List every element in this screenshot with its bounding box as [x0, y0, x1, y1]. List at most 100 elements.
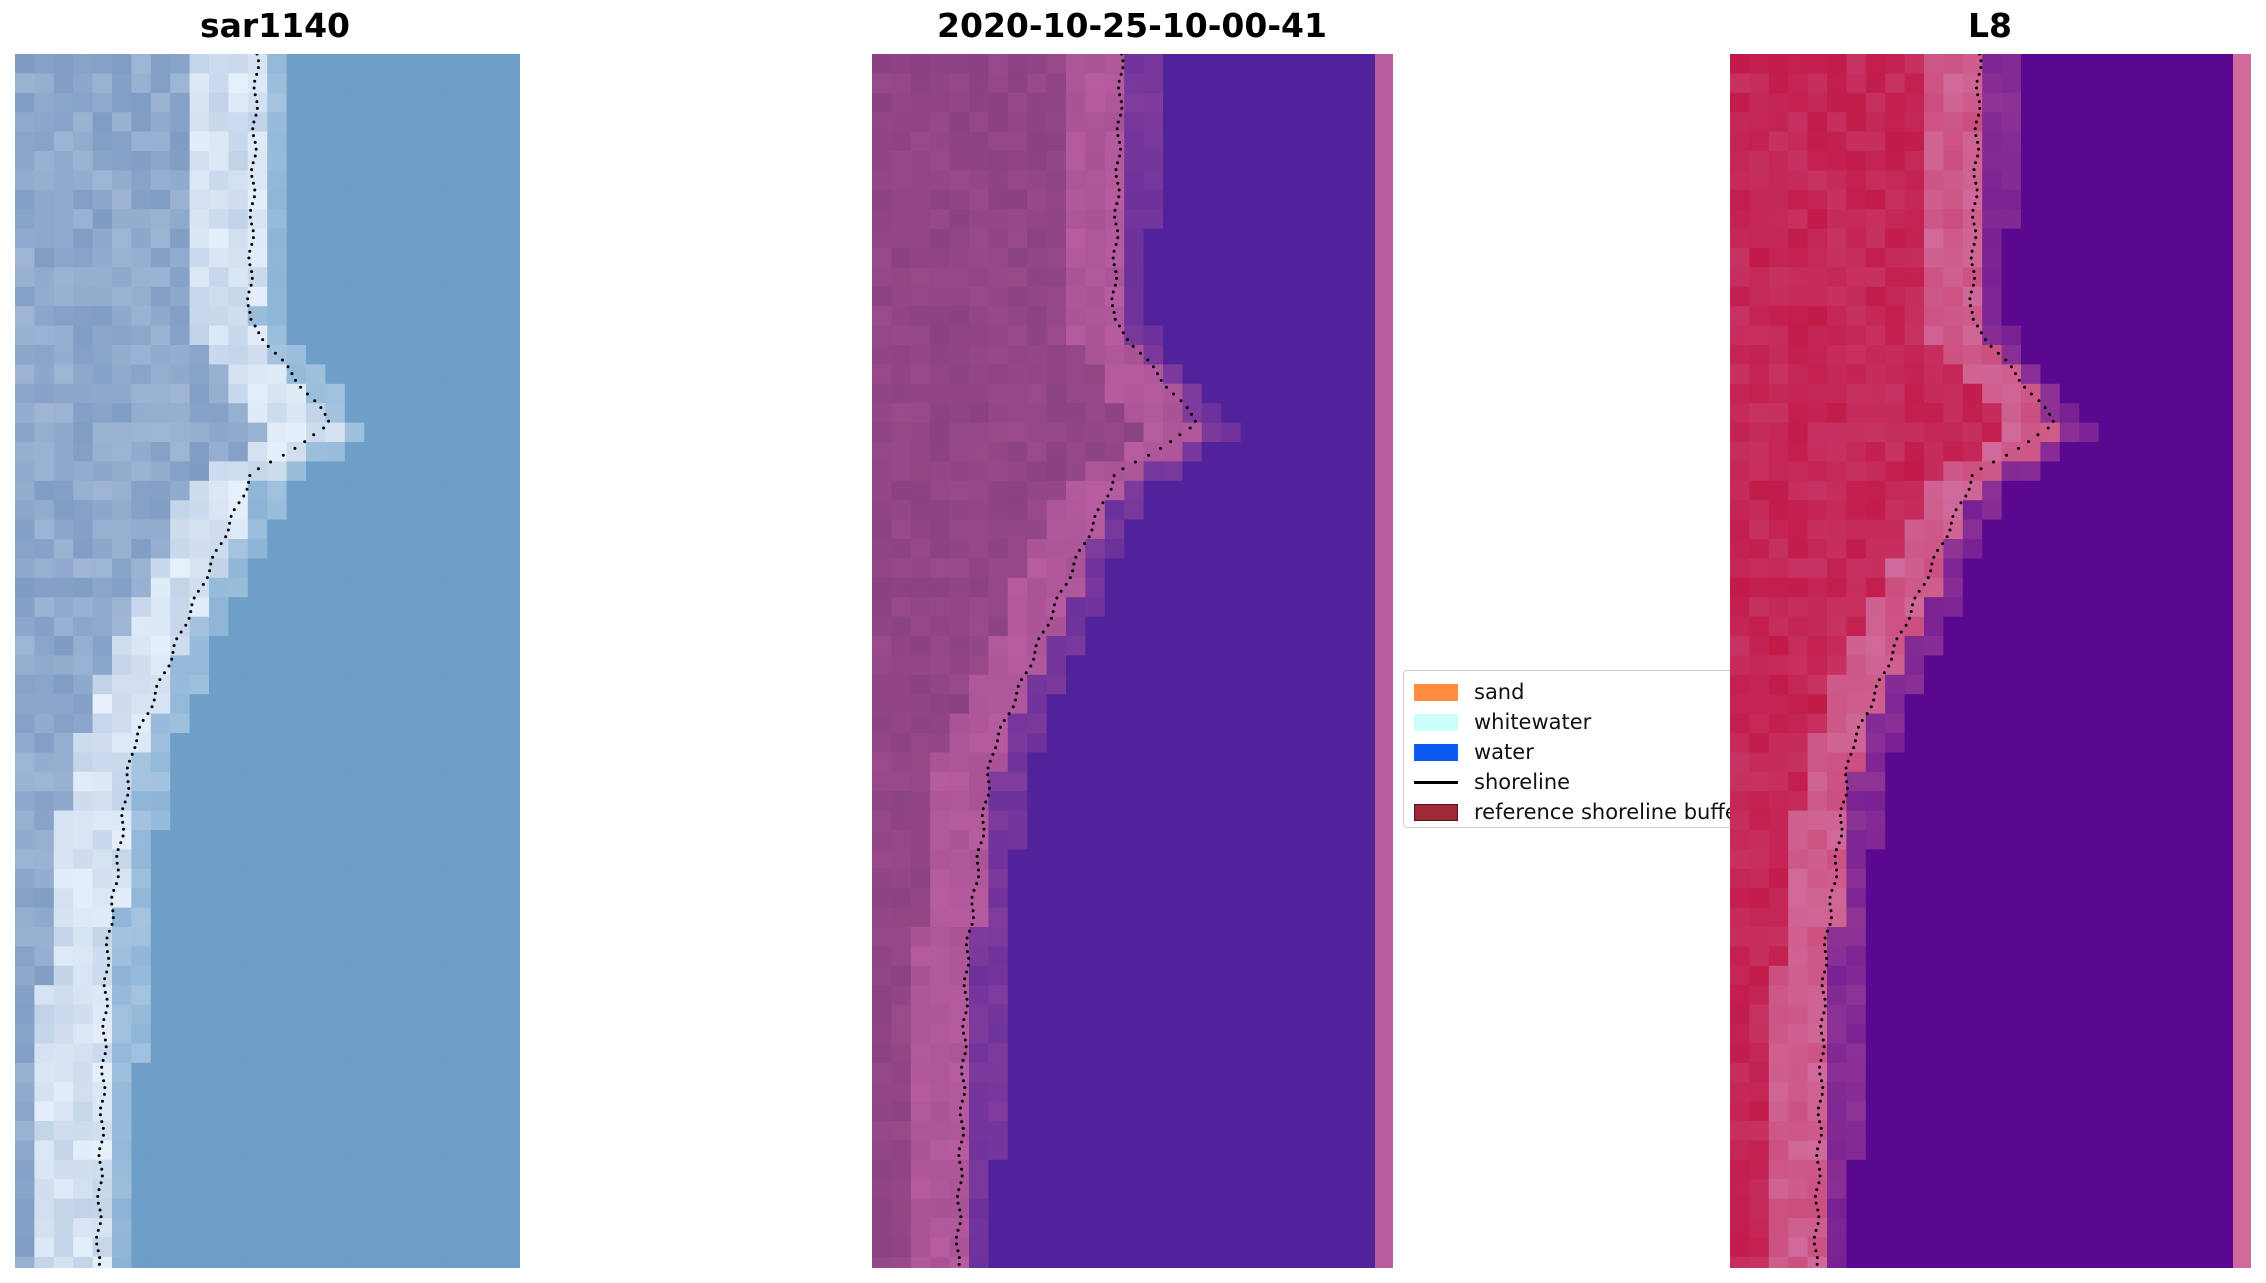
- image-pixel: [383, 655, 404, 676]
- image-pixel: [2176, 539, 2197, 559]
- image-pixel: [480, 771, 501, 792]
- image-pixel: [2156, 830, 2177, 850]
- image-pixel: [344, 286, 365, 307]
- image-pixel: [131, 170, 152, 191]
- image-pixel: [1904, 636, 1925, 656]
- image-pixel: [1885, 209, 1906, 230]
- image-pixel: [1827, 519, 1847, 540]
- image-pixel: [228, 868, 249, 889]
- image-pixel: [930, 345, 951, 365]
- image-pixel: [228, 112, 249, 133]
- image-pixel: [267, 539, 288, 559]
- image-pixel: [1104, 519, 1125, 540]
- image-pixel: [2215, 325, 2235, 346]
- image-pixel: [131, 1140, 152, 1161]
- image-pixel: [344, 1237, 365, 1258]
- shoreline-dot: [970, 902, 974, 906]
- image-pixel: [1007, 1140, 1028, 1161]
- image-pixel: [1104, 771, 1125, 792]
- image-pixel: [1318, 170, 1339, 191]
- image-pixel: [34, 306, 55, 327]
- image-pixel: [910, 1256, 931, 1268]
- image-pixel: [2195, 752, 2216, 773]
- image-pixel: [1943, 868, 1964, 889]
- image-pixel: [2098, 616, 2119, 637]
- shoreline-dot: [250, 202, 254, 206]
- image-pixel: [2195, 228, 2216, 249]
- image-pixel: [92, 73, 113, 94]
- image-pixel: [1357, 364, 1377, 385]
- shoreline-dot: [252, 195, 256, 199]
- image-pixel: [2040, 539, 2061, 559]
- shoreline-dot: [1117, 79, 1121, 83]
- image-pixel: [2195, 461, 2216, 482]
- image-pixel: [209, 674, 229, 695]
- image-pixel: [1357, 636, 1377, 656]
- image-pixel: [2040, 286, 2061, 307]
- image-pixel: [325, 1062, 346, 1083]
- image-pixel: [306, 1004, 326, 1025]
- image-pixel: [1124, 791, 1145, 812]
- image-pixel: [73, 1198, 94, 1219]
- image-pixel: [1182, 54, 1203, 74]
- image-pixel: [1885, 480, 1906, 501]
- image-pixel: [403, 655, 423, 676]
- shoreline-dot: [970, 895, 974, 899]
- image-pixel: [1007, 151, 1028, 171]
- shoreline-dot: [1052, 603, 1056, 607]
- shoreline-dot: [1185, 406, 1189, 410]
- image-pixel: [1337, 694, 1358, 715]
- image-pixel: [228, 830, 249, 850]
- image-pixel: [2118, 733, 2138, 753]
- image-pixel: [1982, 403, 2003, 424]
- image-pixel: [1768, 558, 1789, 579]
- image-pixel: [872, 403, 892, 424]
- rgb-image: [15, 54, 520, 1268]
- image-pixel: [930, 849, 951, 870]
- image-pixel: [170, 1198, 191, 1219]
- image-pixel: [53, 345, 74, 365]
- image-pixel: [1357, 1082, 1377, 1103]
- image-pixel: [1027, 888, 1048, 909]
- image-pixel: [1298, 849, 1319, 870]
- image-pixel: [930, 73, 951, 94]
- image-pixel: [1846, 383, 1867, 404]
- image-pixel: [1182, 1218, 1203, 1238]
- image-pixel: [267, 1179, 288, 1200]
- image-pixel: [988, 713, 1009, 734]
- image-pixel: [2059, 228, 2080, 249]
- image-pixel: [1201, 1062, 1222, 1083]
- image-pixel: [2040, 325, 2061, 346]
- image-pixel: [53, 383, 74, 404]
- image-pixel: [891, 965, 912, 986]
- image-pixel: [1240, 636, 1261, 656]
- image-pixel: [1788, 733, 1809, 753]
- image-pixel: [872, 927, 892, 947]
- image-pixel: [2137, 655, 2158, 676]
- image-pixel: [383, 539, 404, 559]
- image-pixel: [1357, 849, 1377, 870]
- image-pixel: [1827, 558, 1847, 579]
- shoreline-dot: [196, 589, 200, 593]
- shoreline-dot: [121, 807, 125, 811]
- image-pixel: [891, 674, 912, 695]
- shoreline-dot: [1074, 555, 1078, 559]
- image-pixel: [209, 849, 229, 870]
- image-pixel: [247, 461, 268, 482]
- image-pixel: [403, 364, 423, 385]
- shoreline-dot: [1046, 623, 1050, 627]
- shoreline-dot: [965, 950, 969, 954]
- image-pixel: [1749, 907, 1770, 928]
- image-pixel: [1943, 830, 1964, 850]
- image-pixel: [872, 1082, 892, 1103]
- image-pixel: [53, 1140, 74, 1161]
- shoreline-dot: [1072, 562, 1076, 566]
- image-pixel: [422, 597, 443, 618]
- image-pixel: [2215, 752, 2235, 773]
- image-pixel: [1124, 597, 1145, 618]
- image-pixel: [1240, 1198, 1261, 1219]
- image-pixel: [1027, 771, 1048, 792]
- image-pixel: [519, 209, 520, 230]
- image-pixel: [1085, 442, 1106, 462]
- image-pixel: [1143, 500, 1164, 521]
